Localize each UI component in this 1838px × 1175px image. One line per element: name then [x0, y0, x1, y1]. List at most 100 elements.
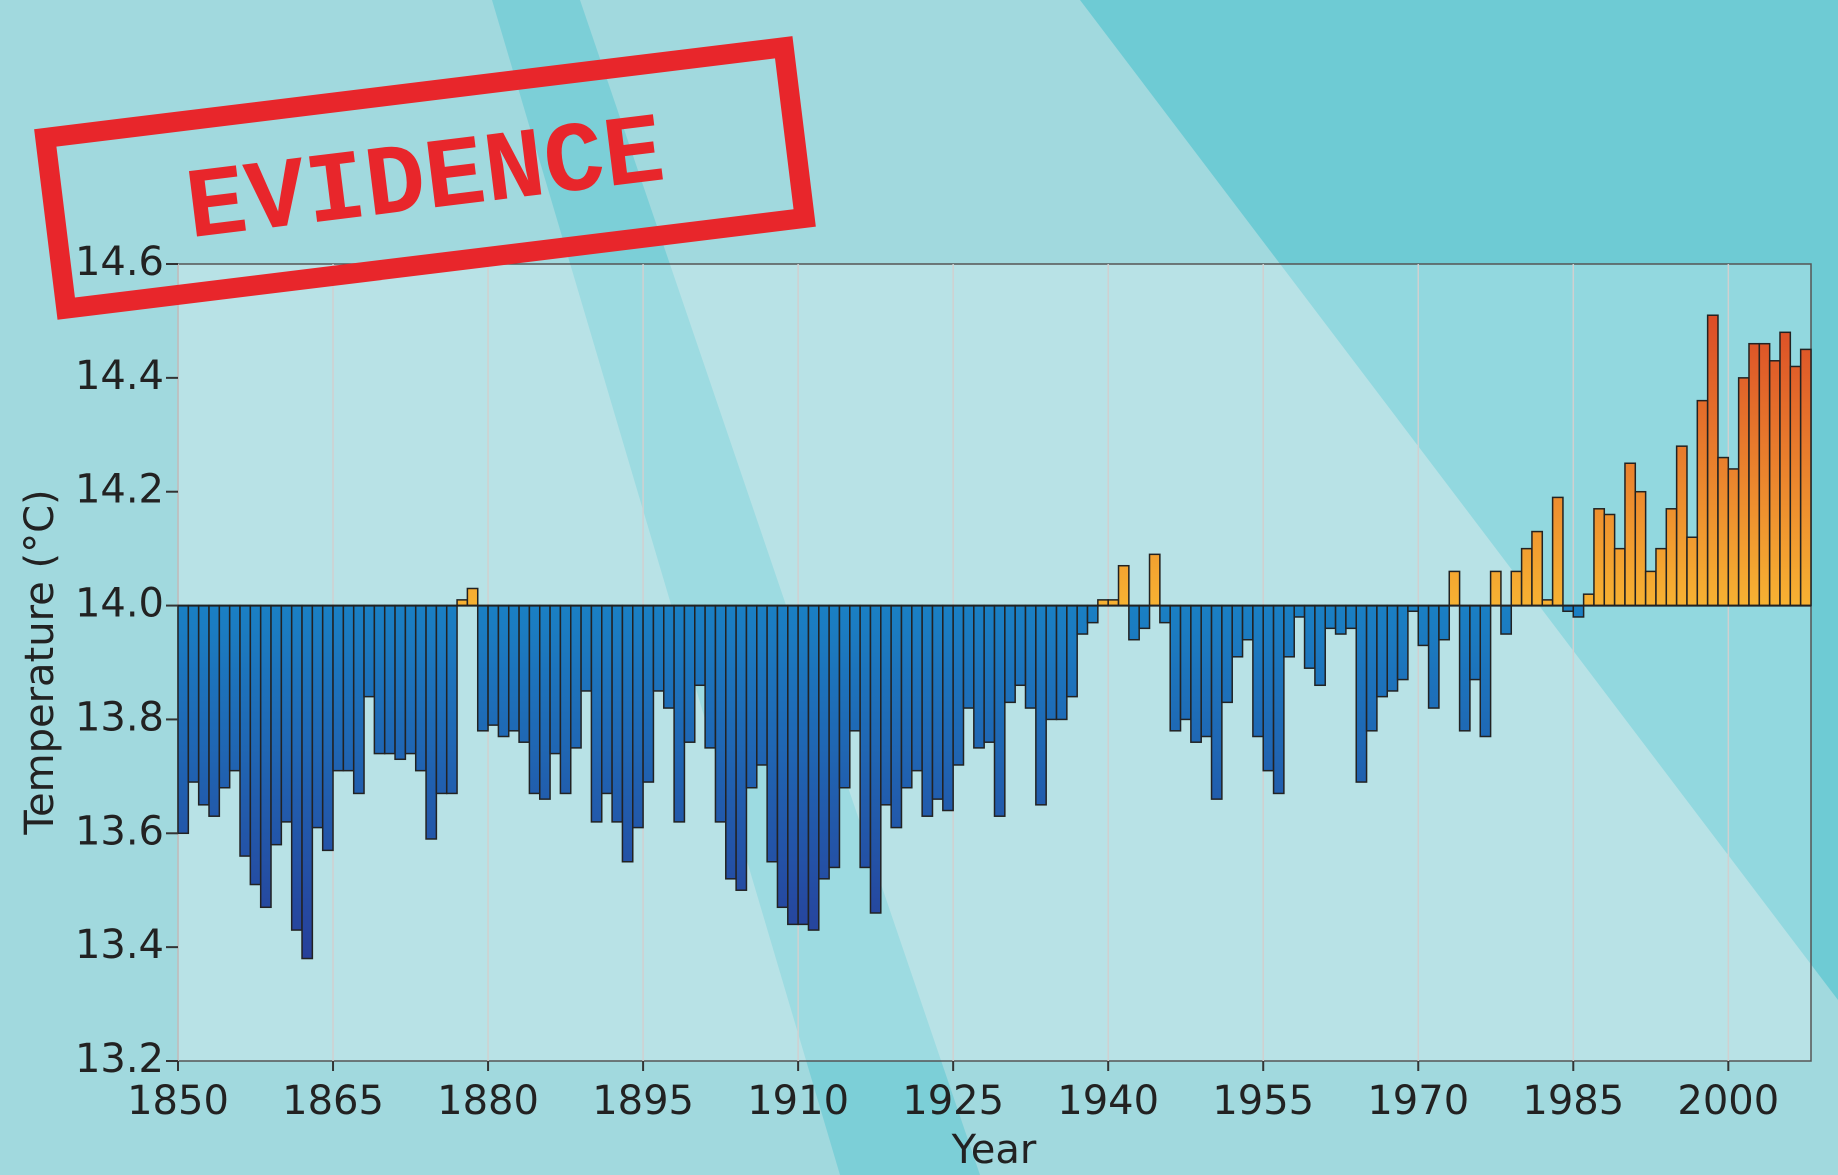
bar — [478, 606, 488, 731]
bar — [1274, 606, 1284, 794]
bar — [1646, 571, 1656, 605]
bar — [674, 606, 684, 822]
y-tick-label: 13.2 — [75, 1036, 164, 1082]
bar — [230, 606, 240, 771]
bar — [591, 606, 601, 822]
bar — [1749, 344, 1759, 606]
y-tick-label: 14.6 — [75, 239, 164, 285]
bar — [302, 606, 312, 959]
bar — [953, 606, 963, 765]
bar — [829, 606, 839, 868]
bar — [498, 606, 508, 737]
bar — [519, 606, 529, 743]
bar — [1615, 549, 1625, 606]
bar — [312, 606, 322, 828]
bar — [1129, 606, 1139, 640]
bar — [1460, 606, 1470, 731]
bar — [1377, 606, 1387, 697]
bar — [292, 606, 302, 930]
bar — [1325, 606, 1335, 629]
bar — [1077, 606, 1087, 634]
bar — [1532, 532, 1542, 606]
bar — [901, 606, 911, 788]
x-tick-label: 1865 — [282, 1078, 384, 1124]
bar — [974, 606, 984, 748]
bar — [1222, 606, 1232, 703]
bar — [1263, 606, 1273, 771]
bar — [1088, 606, 1098, 623]
x-tick-label: 1955 — [1212, 1078, 1314, 1124]
bar — [1315, 606, 1325, 686]
y-axis-title: Temperature (°C) — [17, 489, 63, 835]
bar — [1439, 606, 1449, 640]
bar — [633, 606, 643, 828]
bar — [188, 606, 198, 782]
bar — [1243, 606, 1253, 640]
bar — [746, 606, 756, 788]
chart: 13.213.413.613.814.014.214.414.618501865… — [0, 0, 1838, 1175]
bar — [1367, 606, 1377, 731]
x-tick-label: 1895 — [592, 1078, 694, 1124]
y-tick-label: 14.4 — [75, 353, 164, 399]
y-tick-label: 13.6 — [75, 808, 164, 854]
bar — [1046, 606, 1056, 720]
bar — [333, 606, 343, 771]
bar — [1429, 606, 1439, 708]
bar — [1284, 606, 1294, 657]
bar — [261, 606, 271, 908]
bar — [1553, 497, 1563, 605]
bar — [664, 606, 674, 708]
bar — [943, 606, 953, 811]
bar — [405, 606, 415, 754]
bar — [1739, 378, 1749, 606]
bar — [1387, 606, 1397, 691]
bar — [963, 606, 973, 708]
bar — [447, 606, 457, 794]
bar — [529, 606, 539, 794]
bar — [271, 606, 281, 845]
bar — [571, 606, 581, 748]
bar — [612, 606, 622, 822]
x-tick-label: 1940 — [1057, 1078, 1159, 1124]
y-tick-label: 14.0 — [75, 581, 164, 627]
bar — [839, 606, 849, 788]
bar — [1181, 606, 1191, 720]
bar — [1687, 537, 1697, 605]
bar — [364, 606, 374, 697]
bar — [995, 606, 1005, 817]
bar — [653, 606, 663, 691]
bar — [788, 606, 798, 925]
bar — [1191, 606, 1201, 743]
bar — [1584, 594, 1594, 605]
bar — [1790, 366, 1800, 605]
bar — [1356, 606, 1366, 782]
bar — [1336, 606, 1346, 634]
bar — [932, 606, 942, 800]
bar — [715, 606, 725, 822]
bar — [1398, 606, 1408, 680]
bar — [1604, 514, 1614, 605]
bar — [1635, 492, 1645, 606]
page: {"stamp": "EVIDENCE", "chart_data": { "t… — [0, 0, 1838, 1175]
bar — [1780, 332, 1790, 605]
bar — [1573, 606, 1583, 617]
bar — [922, 606, 932, 817]
bar — [426, 606, 436, 839]
bar — [250, 606, 260, 885]
bar — [416, 606, 426, 771]
bar — [467, 588, 477, 605]
bar — [1677, 446, 1687, 605]
bar — [1160, 606, 1170, 623]
bar — [1305, 606, 1315, 669]
bar — [1212, 606, 1222, 800]
bar — [1801, 349, 1811, 605]
bar — [1697, 401, 1707, 606]
bar — [1015, 606, 1025, 686]
bar — [881, 606, 891, 805]
bar — [1057, 606, 1067, 720]
bar — [808, 606, 818, 930]
bar — [1005, 606, 1015, 703]
bar — [199, 606, 209, 805]
bar — [1026, 606, 1036, 708]
bar — [385, 606, 395, 754]
